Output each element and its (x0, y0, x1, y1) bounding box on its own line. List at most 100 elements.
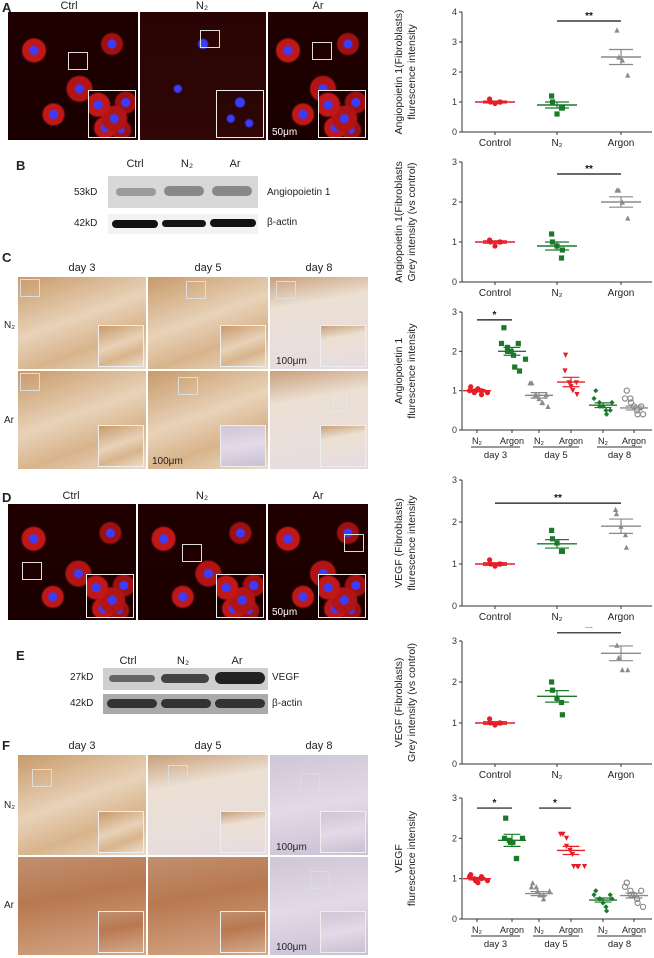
y-tick-label: 4 (452, 7, 457, 17)
data-point (563, 835, 570, 841)
ihc-image: 100μm (270, 755, 368, 855)
data-point (487, 716, 493, 722)
x-tick-label: Argon (608, 770, 635, 781)
col-header: day 5 (194, 262, 222, 274)
day-group-label: day 8 (608, 450, 631, 461)
data-point (501, 325, 507, 331)
y-tick-label: 0 (452, 127, 457, 137)
data-point (574, 863, 580, 870)
col-header: day 5 (194, 740, 222, 752)
panel-letter-c: C (2, 250, 12, 265)
data-point (591, 892, 597, 898)
y-tick-label: 0 (452, 601, 457, 611)
data-point (540, 896, 547, 902)
data-point (639, 411, 647, 418)
data-point (498, 340, 505, 347)
col-header: Ar (312, 490, 324, 502)
western-blot-actin (108, 214, 258, 234)
scale-bar-label: 100μm (276, 356, 307, 367)
y-axis-label: Grey intensity (vs control) (406, 162, 418, 281)
data-point (475, 880, 481, 886)
y-axis-label: flurescence intensity (406, 495, 418, 591)
scatter-chart-1: 0 1 2 3 4 Angiopoietin 1(Fibroblasts) fluresce… (393, 7, 652, 149)
x-tick-label: Argon (500, 436, 524, 446)
kd-label: 42kD (74, 218, 98, 229)
col-header: day 8 (305, 740, 333, 752)
x-tick-label: Argon (500, 925, 524, 935)
data-point (581, 863, 588, 870)
x-tick-label: Argon (608, 288, 635, 299)
col-header: day 3 (68, 740, 96, 752)
x-tick-label: Control (479, 770, 511, 781)
data-point (545, 403, 551, 409)
y-tick-label: 0 (452, 914, 457, 924)
y-tick-label: 2 (452, 346, 457, 356)
western-blot-actin (103, 694, 268, 714)
x-tick-label: N₂ (598, 436, 608, 446)
scatter-chart-6: 0 1 2 3 VEGF flurescence intensity N₂ Argon N₂ Ar… (393, 793, 652, 950)
data-point (616, 187, 622, 193)
panel-letter-f: F (2, 738, 10, 753)
fluorescence-image-ctrl (8, 504, 136, 620)
y-axis-label: VEGF (393, 844, 405, 873)
data-point (492, 243, 498, 249)
data-point (622, 532, 629, 538)
data-point (639, 903, 647, 911)
lane-label: Ctrl (119, 655, 137, 667)
data-point (527, 380, 533, 386)
y-tick-label: 2 (452, 833, 457, 843)
scale-bar-label: 50μm (272, 607, 298, 618)
ihc-image: 100μm (148, 371, 268, 469)
scatter-chart-5: 0 1 2 3 VEGF (Fibroblasts) Grey intensity (vs… (393, 627, 652, 781)
data-point (623, 387, 630, 394)
x-tick-label: Control (479, 138, 511, 149)
y-tick-label: 3 (452, 157, 457, 167)
x-tick-label: N₂ (551, 288, 562, 299)
lane-label: Ar (231, 655, 243, 667)
y-tick-label: 1 (452, 559, 457, 569)
y-tick-label: 2 (452, 517, 457, 527)
y-tick-label: 3 (452, 793, 457, 803)
y-axis-label: VEGF (Fibroblasts) (393, 498, 405, 588)
panel-letter-e: E (16, 648, 25, 663)
y-tick-label: 1 (452, 718, 457, 728)
x-tick-label: N₂ (551, 612, 562, 623)
col-header: Ctrl (60, 0, 78, 12)
scale-bar-label: 100μm (152, 456, 183, 467)
row-label: N₂ (4, 320, 16, 331)
col-header: N₂ (195, 490, 209, 502)
day-group-label: day 8 (608, 939, 631, 950)
data-point (484, 878, 491, 884)
data-point (604, 908, 610, 914)
data-point (533, 884, 539, 890)
significance-label: ** (585, 164, 593, 175)
data-point (513, 855, 520, 862)
y-tick-label: 1 (452, 97, 457, 107)
data-point (603, 904, 609, 910)
col-header: day 8 (305, 262, 333, 274)
data-point (530, 880, 536, 886)
data-point (503, 815, 509, 821)
data-point (625, 667, 631, 673)
kd-label: 27kD (70, 672, 94, 683)
data-point (528, 884, 535, 890)
significance-label: * (493, 798, 497, 809)
ihc-image (148, 755, 268, 855)
data-point (549, 679, 555, 685)
significance-label: * (493, 310, 497, 321)
ihc-image (18, 277, 146, 369)
x-tick-label: N₂ (598, 925, 608, 935)
y-tick-label: 0 (452, 277, 457, 287)
significance-label: ** (585, 627, 593, 634)
data-point (621, 395, 629, 402)
protein-label: β-actin (267, 217, 298, 228)
ihc-image: 100μm (270, 857, 368, 955)
data-point (516, 368, 523, 374)
ihc-image (18, 371, 146, 469)
y-tick-label: 1 (452, 237, 457, 247)
scale-bar-label: 100μm (276, 842, 307, 853)
x-tick-label: N₂ (534, 436, 544, 446)
x-tick-label: Control (479, 612, 511, 623)
fluorescence-image-ctrl (8, 12, 138, 140)
scale-bar-label: 50μm (272, 127, 298, 138)
